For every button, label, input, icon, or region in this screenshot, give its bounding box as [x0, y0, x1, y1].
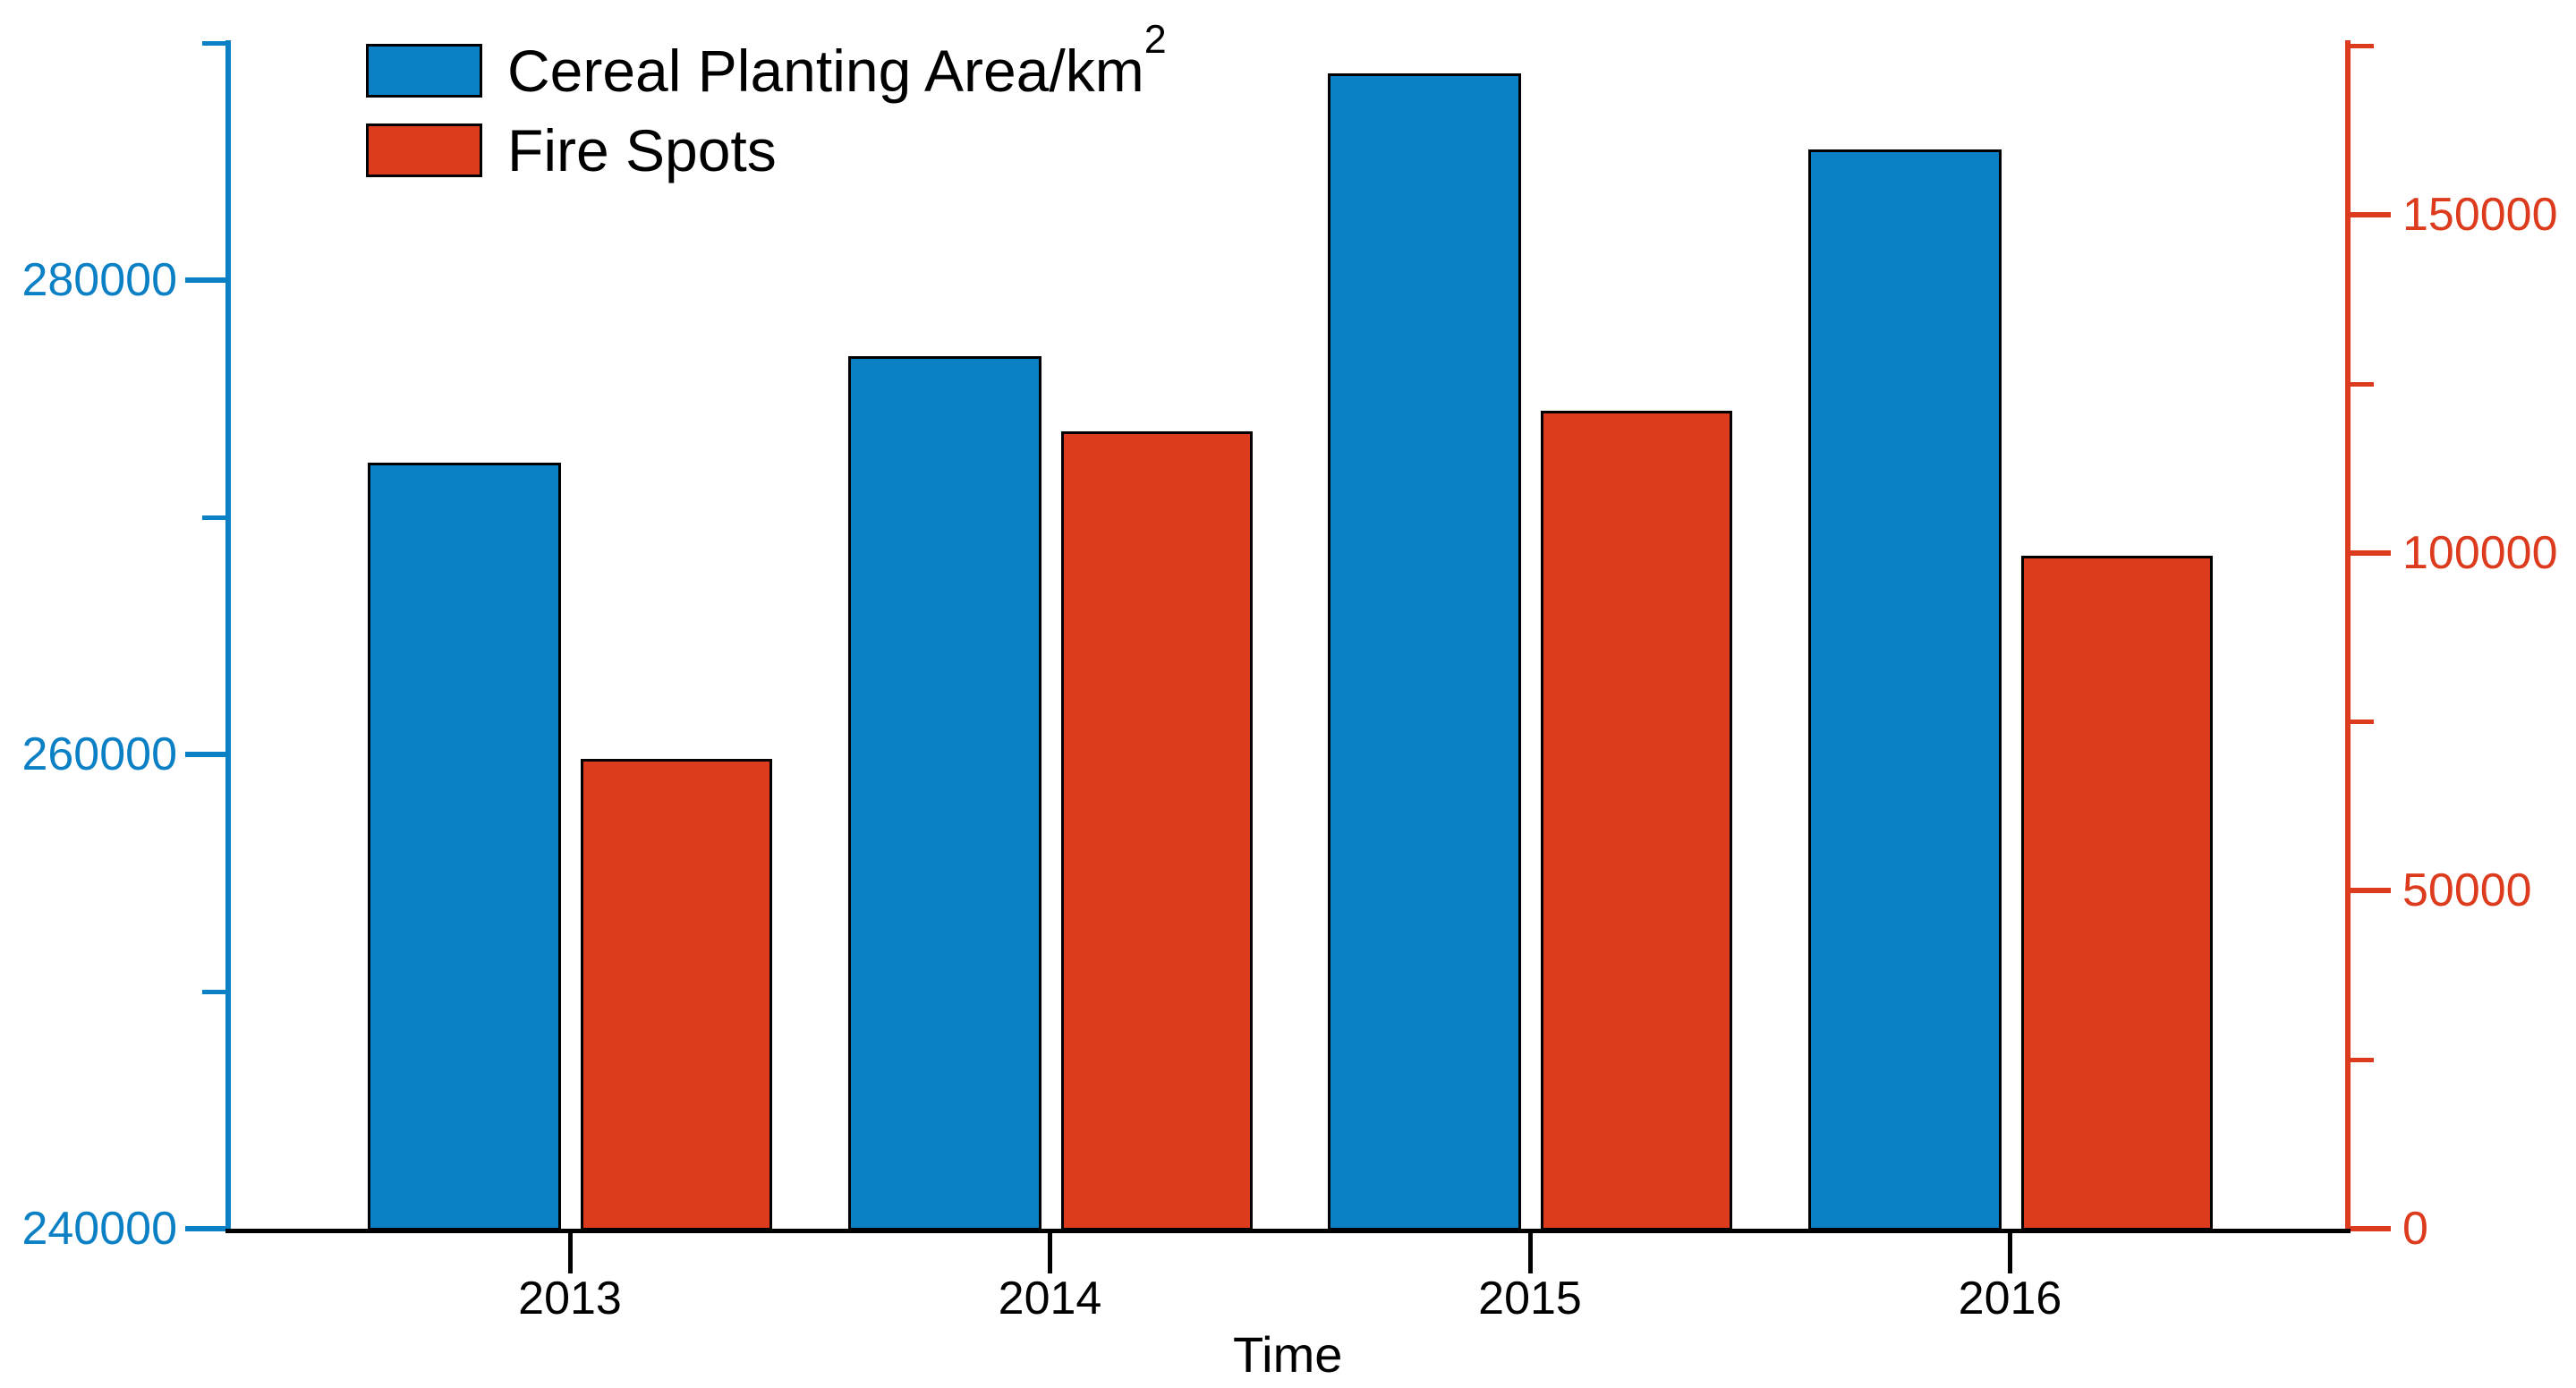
y-axis-right-tick-label: 100000 — [2402, 526, 2558, 579]
legend-swatch-fire — [366, 123, 482, 177]
y-axis-right-major-tick — [2351, 211, 2391, 217]
bar-fire-2013 — [581, 758, 772, 1230]
y-axis-left-minor-tick — [202, 41, 225, 46]
y-axis-left-major-tick — [185, 752, 225, 757]
legend-item-cereal: Cereal Planting Area/km2 — [366, 15, 1167, 104]
x-axis-tick-2015 — [1527, 1233, 1533, 1273]
y-axis-left-line — [225, 40, 231, 1233]
y-axis-right-major-tick — [2351, 888, 2391, 894]
y-axis-right-major-tick — [2351, 549, 2391, 556]
y-axis-left-tick-label: 280000 — [21, 254, 177, 306]
x-axis-tick-label-2015: 2015 — [1478, 1273, 1582, 1324]
x-axis-tick-2013 — [567, 1233, 573, 1273]
legend-label-fire: Fire Spots — [507, 117, 777, 183]
x-axis-tick-2014 — [1048, 1233, 1052, 1273]
x-axis-tick-label-2016: 2016 — [1958, 1273, 2062, 1324]
y-axis-left-major-tick — [185, 1226, 225, 1231]
y-axis-right-tick-label: 150000 — [2402, 188, 2558, 241]
y-axis-left-tick-label: 260000 — [21, 728, 177, 780]
x-axis-line — [225, 1229, 2351, 1233]
y-axis-left-tick-label: 240000 — [21, 1203, 177, 1255]
y-axis-right-minor-tick — [2351, 720, 2374, 725]
y-axis-right-minor-tick — [2351, 1058, 2374, 1063]
x-axis-tick-2016 — [2008, 1233, 2012, 1273]
x-axis-title: Time — [1233, 1326, 1343, 1383]
legend-superscript: 2 — [1143, 15, 1167, 62]
bar-cereal-2016 — [1807, 149, 2002, 1230]
y-axis-left-minor-tick — [202, 990, 225, 994]
y-axis-right-line — [2345, 40, 2351, 1233]
x-axis-tick-label-2014: 2014 — [998, 1273, 1102, 1324]
y-axis-left-major-tick — [185, 277, 225, 283]
bar-cereal-2015 — [1328, 73, 1521, 1230]
bar-fire-2016 — [2020, 556, 2213, 1230]
x-axis-tick-label-2013: 2013 — [518, 1273, 622, 1324]
y-axis-right-major-tick — [2351, 1226, 2391, 1231]
bar-fire-2015 — [1541, 410, 1732, 1230]
y-axis-left-minor-tick — [202, 515, 225, 520]
bar-cereal-2013 — [368, 463, 561, 1230]
legend-label-cereal: Cereal Planting Area/km2 — [507, 15, 1167, 104]
y-axis-right-tick-label: 50000 — [2402, 864, 2532, 917]
bar-cereal-2014 — [847, 355, 1041, 1230]
y-axis-right-minor-tick — [2351, 44, 2374, 48]
legend-swatch-cereal — [366, 44, 482, 98]
y-axis-right-tick-label: 0 — [2402, 1203, 2428, 1255]
bar-fire-2014 — [1060, 430, 1253, 1230]
legend-item-fire: Fire Spots — [366, 121, 777, 180]
y-axis-right-minor-tick — [2351, 381, 2374, 387]
